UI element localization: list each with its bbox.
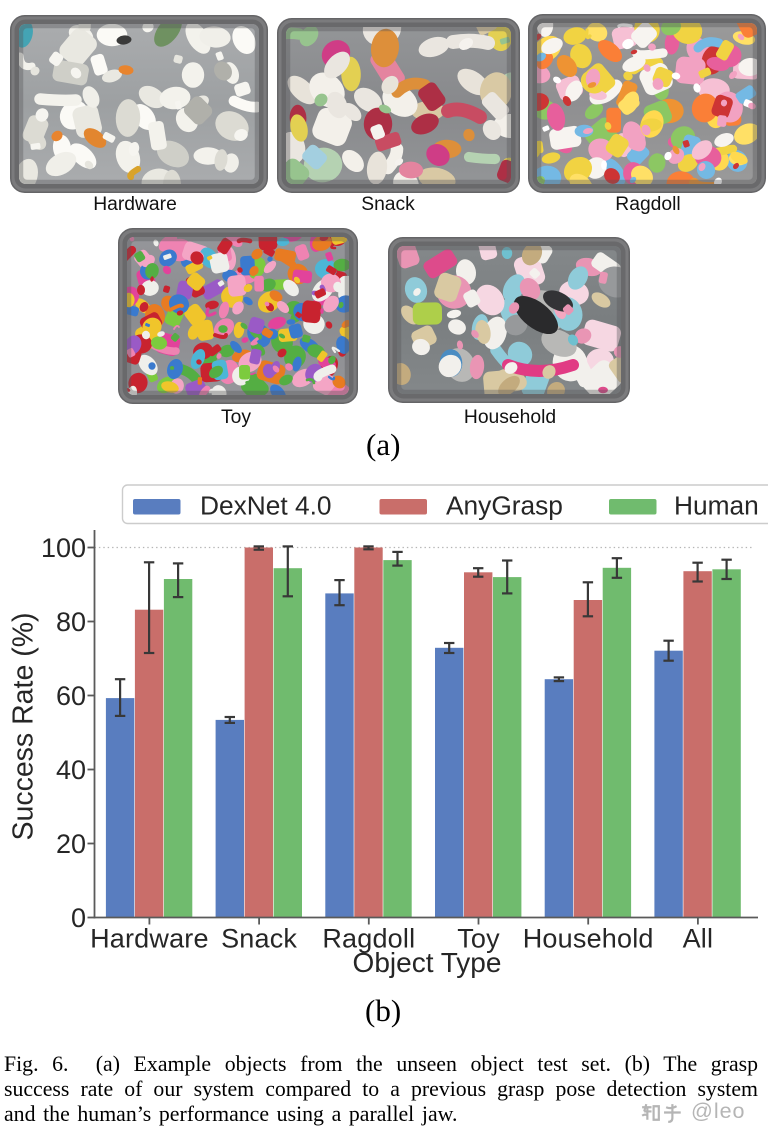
svg-text:40: 40 bbox=[56, 755, 86, 785]
svg-text:Hardware: Hardware bbox=[90, 924, 209, 954]
svg-text:Human: Human bbox=[674, 491, 759, 521]
svg-text:Toy: Toy bbox=[457, 924, 500, 954]
svg-text:Ragdoll: Ragdoll bbox=[322, 924, 415, 954]
svg-text:DexNet 4.0: DexNet 4.0 bbox=[200, 491, 332, 521]
svg-text:Snack: Snack bbox=[221, 924, 297, 954]
svg-text:Object Type: Object Type bbox=[353, 947, 502, 978]
svg-text:20: 20 bbox=[56, 829, 86, 859]
svg-text:AnyGrasp: AnyGrasp bbox=[446, 491, 563, 521]
svg-text:All: All bbox=[683, 924, 714, 954]
svg-text:60: 60 bbox=[56, 681, 86, 711]
svg-text:Household: Household bbox=[523, 924, 654, 954]
svg-text:80: 80 bbox=[56, 607, 86, 637]
svg-text:100: 100 bbox=[41, 533, 86, 563]
svg-text:Success Rate (%): Success Rate (%) bbox=[8, 612, 40, 840]
svg-text:0: 0 bbox=[71, 903, 86, 933]
